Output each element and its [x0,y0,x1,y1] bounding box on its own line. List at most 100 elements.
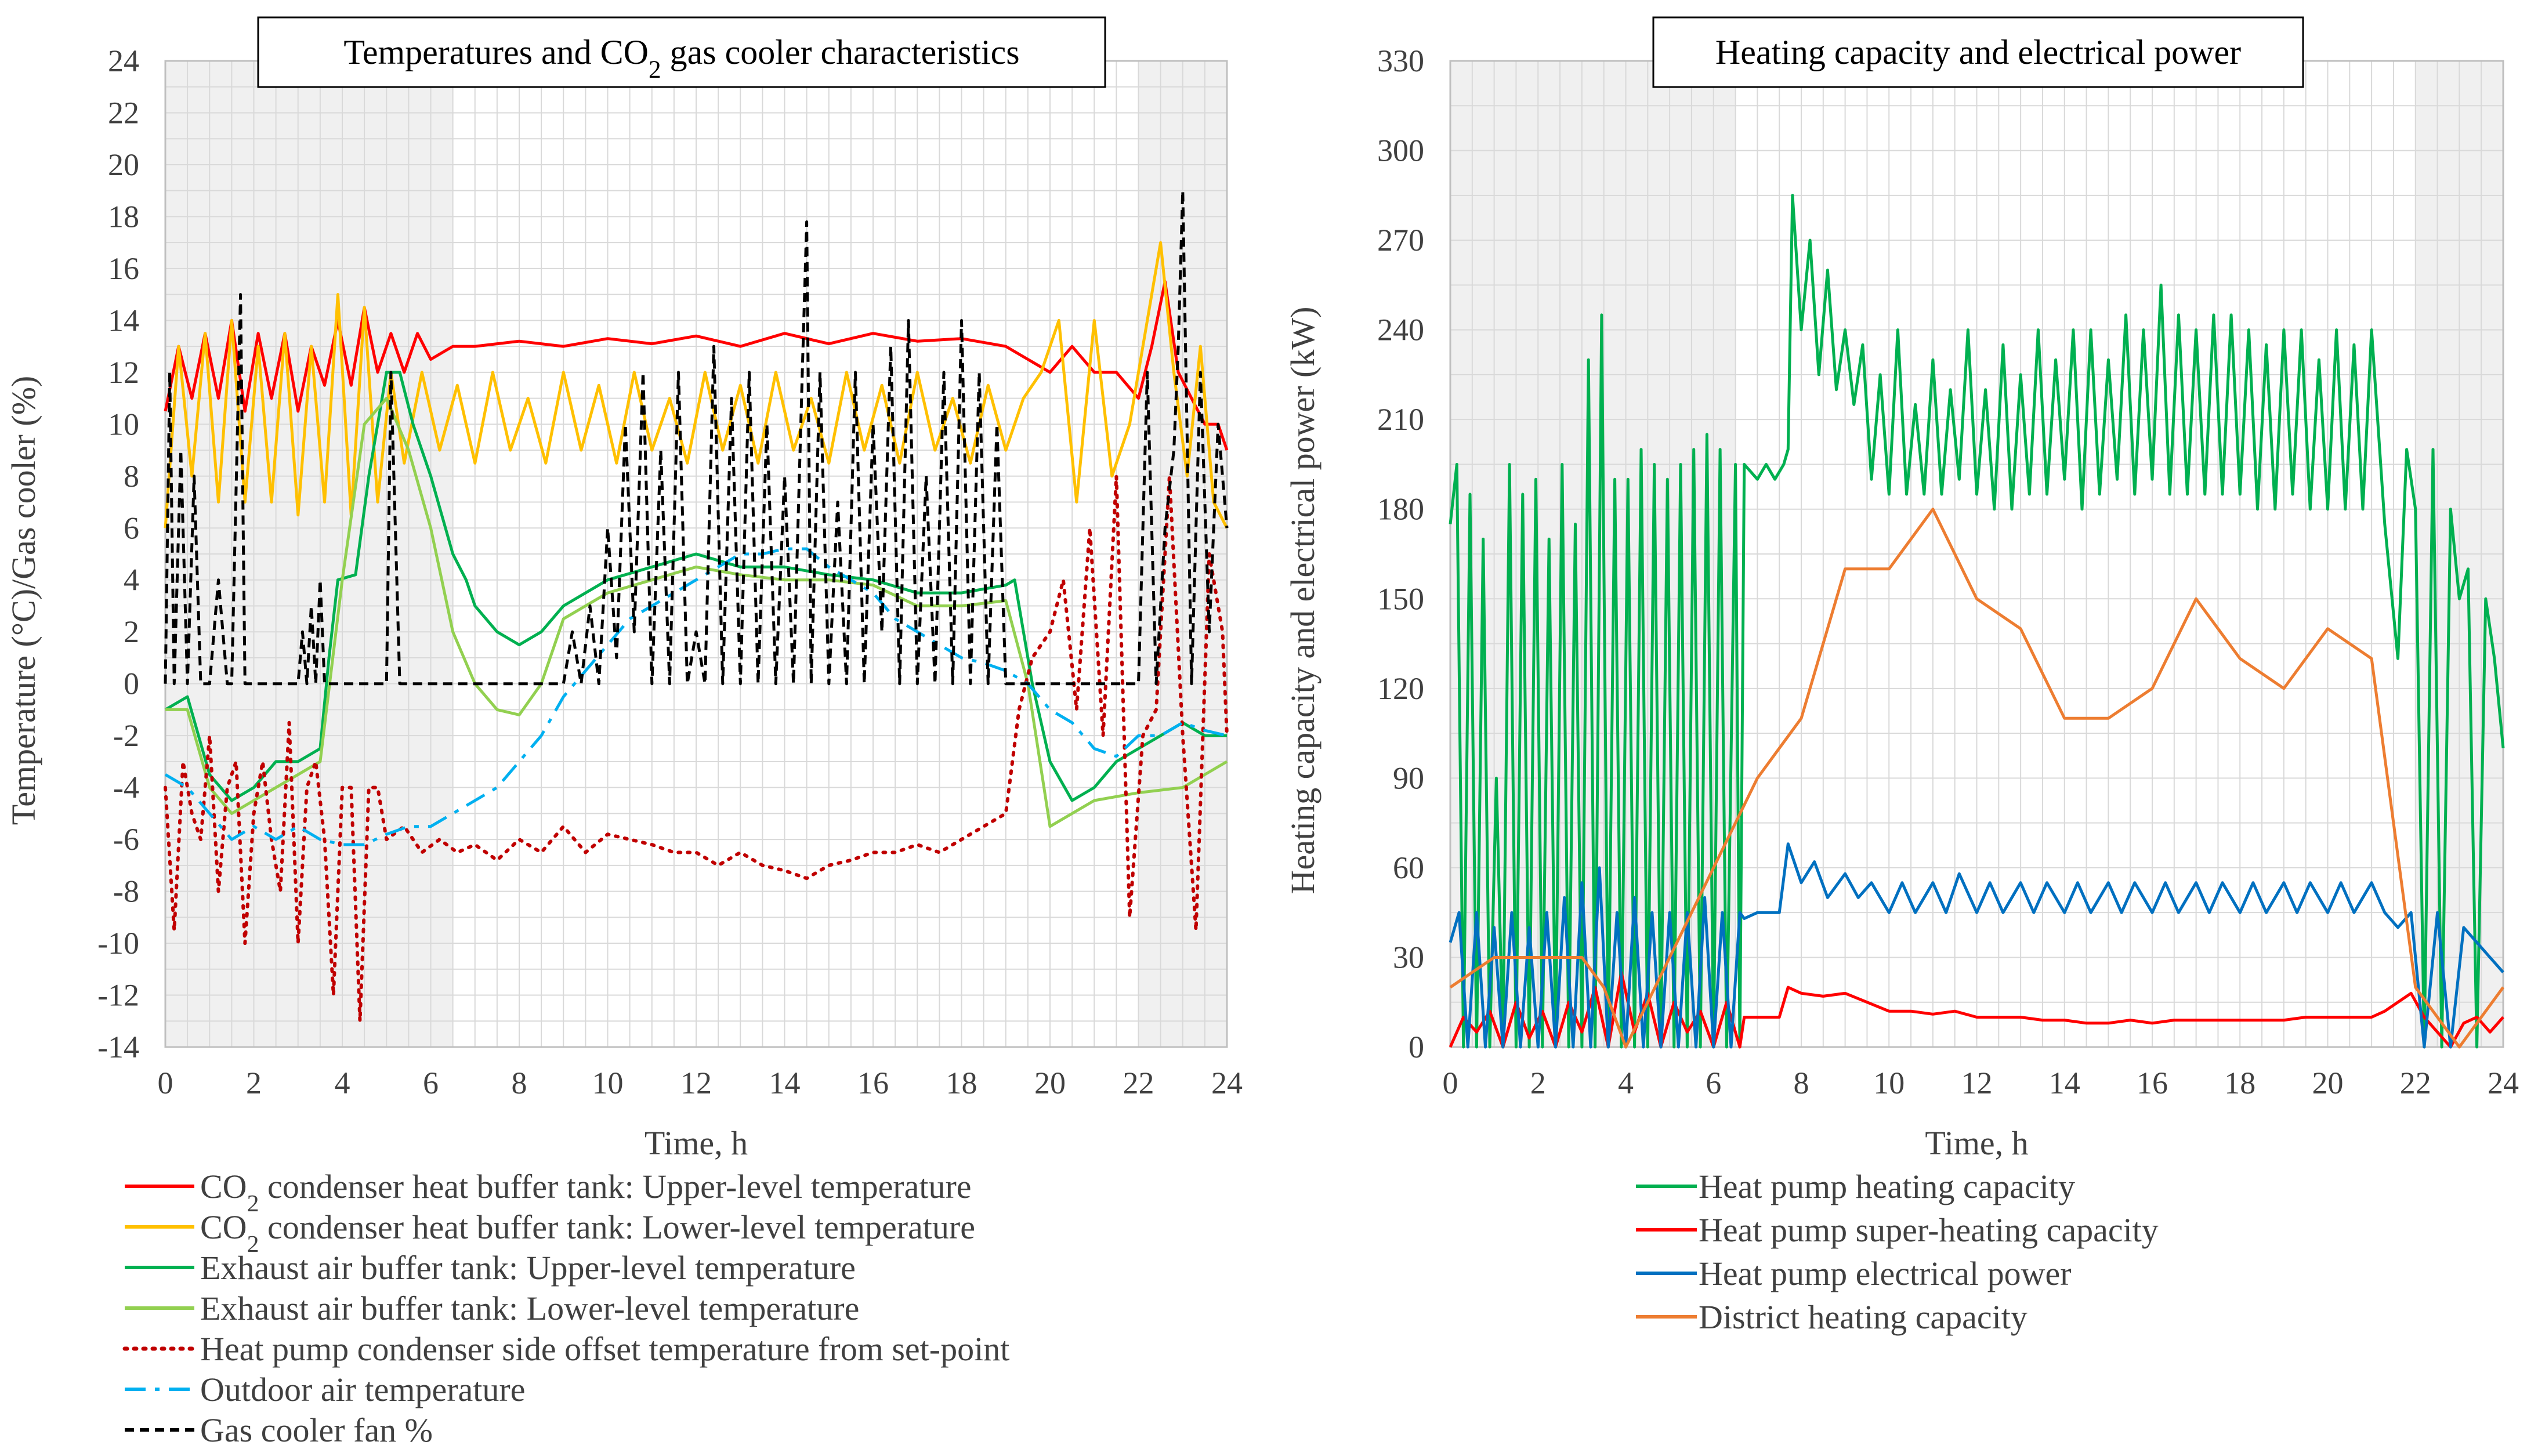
y-tick-label: -2 [113,718,139,753]
series-line-district-heating-capacity [1449,508,2505,1049]
x-tick-label: 6 [423,1066,439,1100]
y-tick-label: 4 [124,563,139,597]
y-tick-label: 20 [108,147,139,182]
x-tick-label: 18 [946,1066,977,1100]
x-tick-label: 20 [2312,1066,2344,1100]
y-tick-label: 30 [1393,940,1424,975]
text-part: condenser heat buffer tank: Upper-level … [259,1168,971,1205]
x-tick-label: 8 [1794,1066,1809,1100]
x-tick-label: 20 [1034,1066,1066,1100]
legend-label-heat-pump-super-heating-capacity: Heat pump super-heating capacity [1699,1211,2159,1249]
y-tick-label: 16 [108,251,139,286]
y-tick-label: 22 [108,95,139,130]
y-axis-label: Temperature (°C)/Gas cooler (%) [5,376,42,825]
x-tick-label: 10 [1873,1066,1905,1100]
y-tick-label: 150 [1377,581,1424,616]
x-tick-label: 4 [1618,1066,1634,1100]
x-tick-label: 16 [857,1066,889,1100]
chart-title: Temperatures and CO2 gas cooler characte… [343,33,1019,84]
x-tick-label: 14 [769,1066,801,1100]
x-tick-label: 4 [335,1066,350,1100]
legend-label-co2-condenser-heat-buffer-tank-upper-level-temperature: CO2 condenser heat buffer tank: Upper-le… [200,1168,972,1217]
chart-heating-capacity: 0 2 4 6 8 10 12 14 16 18 20 22 240306090120150180210… [1284,16,2519,1336]
y-tick-label: -10 [97,926,139,961]
x-tick-label: 18 [2224,1066,2255,1100]
legend-label-district-heating-capacity: District heating capacity [1699,1298,2027,1336]
y-tick-label: 0 [1409,1030,1424,1064]
legend-label-outdoor-air-temperature: Outdoor air temperature [200,1371,525,1408]
x-tick-label: 8 [512,1066,527,1100]
y-tick-label: 18 [108,199,139,234]
y-tick-label: 14 [108,303,139,338]
x-tick-label: 24 [2488,1066,2519,1100]
legend-label-heat-pump-electrical-power: Heat pump electrical power [1699,1255,2072,1292]
y-tick-label: 2 [124,614,139,649]
legend: CO2 condenser heat buffer tank: Upper-le… [122,1168,1009,1449]
y-tick-label: 120 [1377,671,1424,706]
y-tick-label: -4 [113,770,139,805]
y-tick-label: 270 [1377,223,1424,258]
x-tick-label: 12 [1961,1066,1993,1100]
y-tick-label: 60 [1393,850,1424,885]
series-line-outdoor-air-temperature [164,547,1228,846]
x-tick-label: 0 [158,1066,173,1100]
text-part: 2 [649,56,661,84]
legend: Heat pump heating capacity Heat pump supe… [1636,1168,2159,1336]
y-tick-label: 210 [1377,402,1424,437]
text-part: 2 [247,1231,259,1258]
y-tick-label: 240 [1377,313,1424,347]
chart-temperatures: 0 2 4 6 8 10 12 14 16 18 20 22 24-14-12-10-8-6-4-202… [5,16,1243,1449]
chart-title-box [1652,16,2304,88]
x-tick-label: 22 [2400,1066,2431,1100]
x-tick-label: 24 [1211,1066,1243,1100]
legend-label-co2-condenser-heat-buffer-tank-lower-level-temperature: CO2 condenser heat buffer tank: Lower-le… [200,1208,975,1258]
x-tick-label: 10 [592,1066,624,1100]
chart-title-box [257,16,1106,88]
legend-label-gas-cooler-fan: Gas cooler fan % [200,1411,433,1449]
series-line-heat-pump-condenser-side-offset-temperature-from-set-point [164,474,1229,1023]
y-tick-label: -12 [97,978,139,1013]
x-tick-label: 12 [680,1066,712,1100]
x-tick-label: 6 [1706,1066,1721,1100]
x-tick-label: 2 [246,1066,262,1100]
series-line-heat-pump-heating-capacity [1449,194,2505,1049]
y-tick-label: 180 [1377,492,1424,527]
y-tick-label: 10 [108,407,139,441]
series-line-exhaust-air-buffer-tank-lower-level-temperature [165,397,1228,828]
y-tick-label: -6 [113,822,139,857]
y-tick-label: 24 [108,44,139,78]
text-part: condenser heat buffer tank: Lower-level … [259,1208,975,1246]
y-tick-label: 8 [124,459,139,494]
x-tick-label: 22 [1123,1066,1154,1100]
y-tick-label: -14 [97,1030,139,1064]
legend-label-exhaust-air-buffer-tank-upper-level-temperature: Exhaust air buffer tank: Upper-level tem… [200,1249,856,1287]
chart-title: Heating capacity and electrical power [1715,33,2241,71]
x-axis-label: Time, h [1925,1124,2028,1162]
text-part: 2 [247,1190,259,1217]
series-line-gas-cooler-fan [164,189,1229,686]
series-line-co2-condenser-heat-buffer-tank-lower-level-temperature [164,241,1229,529]
y-tick-label: 12 [108,355,139,390]
series-line-heat-pump-electrical-power [1449,842,2504,1049]
legend-label-heat-pump-heating-capacity: Heat pump heating capacity [1699,1168,2075,1205]
x-tick-label: 0 [1443,1066,1458,1100]
y-tick-label: 6 [124,510,139,545]
x-axis-label: Time, h [645,1124,748,1162]
y-tick-label: 90 [1393,760,1424,795]
text-part: gas cooler characteristics [661,33,1020,71]
x-tick-label: 16 [2137,1066,2168,1100]
text-part: CO [200,1208,247,1246]
y-tick-label: -8 [113,874,139,909]
legend-label-heat-pump-condenser-side-offset-temperature-from-set-point: Heat pump condenser side offset temperat… [200,1330,1009,1368]
y-tick-label: 300 [1377,133,1424,168]
series-line-exhaust-air-buffer-tank-upper-level-temperature [164,371,1227,802]
text-part: Temperatures and CO [343,33,649,71]
x-tick-label: 2 [1530,1066,1546,1100]
legend-label-exhaust-air-buffer-tank-lower-level-temperature: Exhaust air buffer tank: Lower-level tem… [200,1290,859,1327]
y-tick-label: 330 [1377,44,1424,78]
series-line-co2-condenser-heat-buffer-tank-upper-level-temperature [164,280,1229,451]
text-part: CO [200,1168,247,1205]
y-axis-label: Heating capacity and electrical power (k… [1284,307,1322,894]
y-tick-label: 0 [124,667,139,701]
